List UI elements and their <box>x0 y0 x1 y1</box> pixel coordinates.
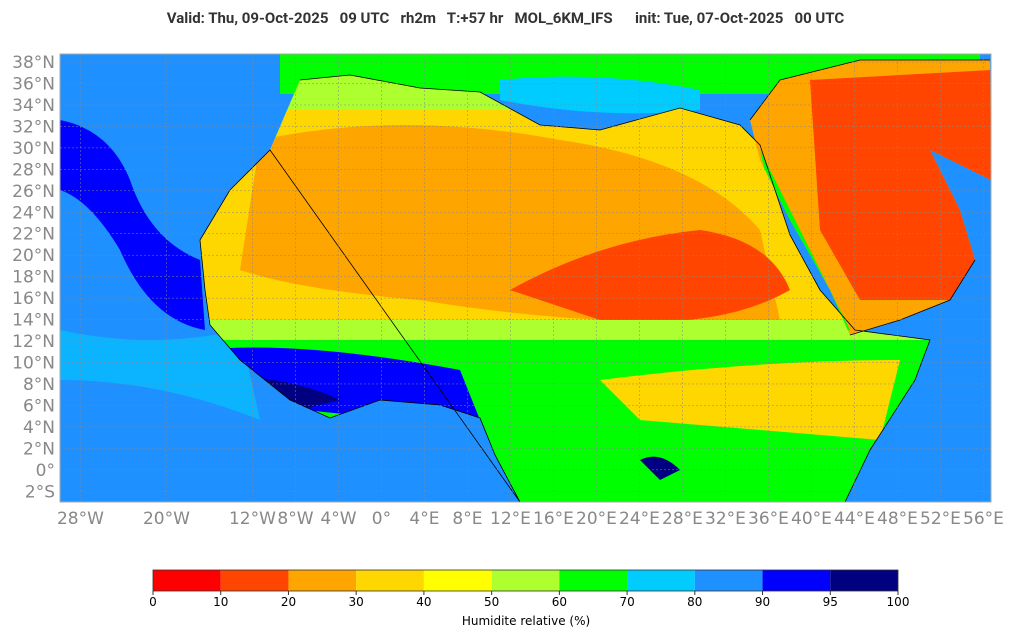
colorbar-tick-label: 10 <box>213 595 228 609</box>
colorbar-tick-label: 30 <box>349 595 364 609</box>
colorbar-segment <box>830 570 898 591</box>
lat-label: 32°N <box>12 117 55 137</box>
map-frame <box>59 53 992 503</box>
lon-label: 4°W <box>320 509 356 529</box>
colorbar-tick-label: 60 <box>552 595 567 609</box>
colorbar-tick-label: 50 <box>484 595 499 609</box>
lon-label: 48°E <box>877 509 918 529</box>
map-field <box>60 54 991 502</box>
colorbar: 0 10 20 30 40 50 60 70 80 90 95 100 <box>149 569 910 609</box>
colorbar-tick-label: 70 <box>619 595 634 609</box>
lat-label: 0° <box>36 461 55 481</box>
lat-label: 24°N <box>12 203 55 223</box>
colorbar-segment <box>627 570 695 591</box>
lat-label: 30°N <box>12 139 55 159</box>
lat-label: 28°N <box>12 160 55 180</box>
lon-label: 8°E <box>452 509 482 529</box>
lon-label: 36°E <box>748 509 789 529</box>
colorbar-tick-label: 95 <box>823 595 838 609</box>
lon-label: 24°E <box>619 509 660 529</box>
lat-label: 22°N <box>12 225 55 245</box>
colorbar-segment <box>153 570 221 591</box>
lat-label: 26°N <box>12 182 55 202</box>
lon-label: 56°E <box>963 509 1004 529</box>
lat-label: 14°N <box>12 311 55 331</box>
lon-label: 16°E <box>533 509 574 529</box>
lat-label: 20°N <box>12 246 55 266</box>
lat-label: 34°N <box>12 96 55 116</box>
colorbar-segment <box>288 570 357 591</box>
lat-label: 36°N <box>12 75 55 95</box>
title: Valid: Thu, 09-Oct-2025 09 UTC rh2m T:+5… <box>166 9 845 27</box>
lon-label: 52°E <box>920 509 961 529</box>
lon-label: 4°E <box>409 509 439 529</box>
colorbar-label: Humidite relative (%) <box>462 614 590 628</box>
colorbar-segment <box>356 570 424 591</box>
colorbar-tick-label: 40 <box>416 595 431 609</box>
colorbar-tick-label: 80 <box>687 595 702 609</box>
colorbar-tick-label: 90 <box>755 595 770 609</box>
lat-label: 16°N <box>12 289 55 309</box>
colorbar-tick-label: 100 <box>887 595 910 609</box>
lon-label: 28°E <box>662 509 703 529</box>
lat-label: 4°N <box>23 418 55 438</box>
lon-label: 0° <box>372 509 391 529</box>
lon-label: 40°E <box>791 509 832 529</box>
lon-label: 44°E <box>834 509 875 529</box>
lon-label: 20°E <box>576 509 617 529</box>
colorbar-segment <box>220 570 289 591</box>
colorbar-frame <box>152 569 899 592</box>
lon-label: 12°E <box>490 509 531 529</box>
lat-label: 8°N <box>23 375 55 395</box>
lon-label: 28°W <box>57 509 104 529</box>
lat-label: 38°N <box>12 53 55 73</box>
colorbar-tick-label: 0 <box>149 595 157 609</box>
graticule <box>60 54 991 502</box>
axis-labels: 38°N36°N34°N32°N30°N28°N26°N24°N22°N20°N… <box>12 53 1004 529</box>
lat-label: 12°N <box>12 332 55 352</box>
lon-label: 12°W <box>229 509 276 529</box>
lat-label: 18°N <box>12 268 55 288</box>
colorbar-segment <box>491 570 560 591</box>
lat-label: 10°N <box>12 354 55 374</box>
lat-label: 6°N <box>23 396 55 416</box>
lon-label: 20°W <box>143 509 190 529</box>
colorbar-segment <box>694 570 763 591</box>
colorbar-tick-label: 20 <box>281 595 296 609</box>
lon-label: 32°E <box>705 509 746 529</box>
lat-label: 2°N <box>23 439 55 459</box>
colorbar-segment <box>559 570 628 591</box>
lat-label: 2°S <box>25 482 55 502</box>
lon-label: 8°W <box>277 509 313 529</box>
colorbar-segment <box>762 570 831 591</box>
colorbar-segment <box>423 570 492 591</box>
